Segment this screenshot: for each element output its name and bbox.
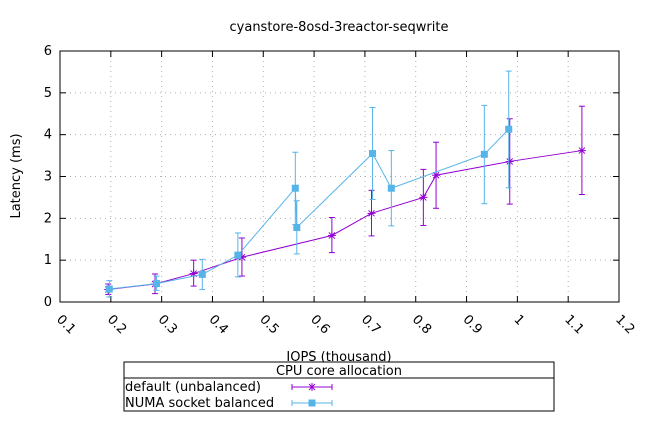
data-point (367, 209, 376, 218)
data-point (505, 157, 514, 166)
data-point (505, 125, 513, 133)
chart-title: cyanstore-8osd-3reactor-seqwrite (230, 20, 449, 35)
data-point (577, 146, 586, 155)
y-tick-label: 0 (44, 295, 52, 310)
legend-label: default (unbalanced) (125, 380, 261, 395)
data-point (327, 231, 336, 240)
data-point (293, 224, 301, 232)
data-point (234, 251, 242, 259)
x-axis-label: IOPS (thousand) (286, 350, 391, 365)
legend: CPU core allocation default (unbalanced)… (123, 361, 555, 412)
y-tick-label: 3 (44, 170, 52, 185)
y-tick-label: 4 (44, 128, 52, 143)
data-point (198, 270, 206, 278)
data-point (105, 285, 113, 293)
grid (60, 51, 619, 302)
y-axis-label: Latency (ms) (9, 133, 24, 218)
y-tick-label: 5 (44, 86, 52, 101)
legend-box (123, 361, 555, 412)
series-1 (105, 70, 513, 298)
data-point (387, 184, 395, 192)
series-line (108, 150, 582, 290)
legend-label: NUMA socket balanced (125, 396, 274, 411)
data-point (369, 149, 377, 157)
series (104, 70, 586, 298)
legend-title: CPU core allocation (276, 364, 402, 379)
y-tick-label: 2 (44, 211, 52, 226)
legend-marker (308, 399, 316, 407)
data-point (237, 253, 246, 262)
y-tick-label: 1 (44, 253, 52, 268)
series-line (109, 128, 510, 290)
series-0 (104, 105, 586, 295)
data-point (432, 171, 441, 180)
y-tick-label: 6 (44, 44, 52, 59)
data-point (189, 269, 198, 278)
data-point (419, 193, 428, 202)
data-point (291, 184, 299, 192)
legend-marker (308, 383, 316, 391)
data-point (153, 280, 161, 288)
data-point (480, 150, 488, 158)
